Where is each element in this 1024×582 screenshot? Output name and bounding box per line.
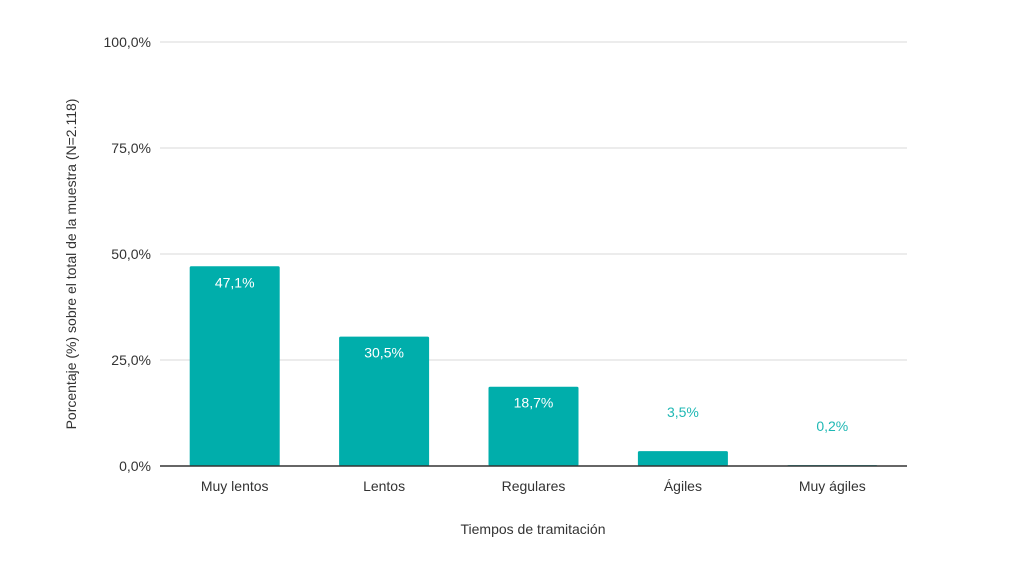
bar <box>637 451 728 466</box>
data-label: 30,5% <box>364 345 404 361</box>
bar <box>189 266 280 466</box>
x-tick-label: Regulares <box>502 478 566 494</box>
y-tick-label: 0,0% <box>119 458 151 474</box>
y-tick-label: 50,0% <box>111 246 151 262</box>
y-axis-title: Porcentaje (%) sobre el total de la mues… <box>63 99 79 430</box>
bar <box>339 336 430 466</box>
x-axis-title: Tiempos de tramitación <box>461 521 606 537</box>
x-tick-label: Lentos <box>363 478 405 494</box>
y-tick-label: 75,0% <box>111 140 151 156</box>
x-tick-label: Muy lentos <box>201 478 269 494</box>
x-tick-label: Muy ágiles <box>799 478 866 494</box>
y-tick-label: 25,0% <box>111 352 151 368</box>
data-labels: 47,1% 30,5% 18,7% 3,5% 0,2% <box>215 274 848 434</box>
bars <box>189 266 878 466</box>
x-tick-label: Ágiles <box>664 478 702 494</box>
y-tick-label: 100,0% <box>104 34 151 50</box>
data-label: 3,5% <box>667 404 699 420</box>
axes: 0,0% 25,0% 50,0% 75,0% 100,0% Muy lentos Lento… <box>104 34 907 494</box>
gridlines <box>160 41 907 361</box>
bar <box>488 386 579 466</box>
data-label: 18,7% <box>514 395 554 411</box>
data-label: 47,1% <box>215 274 255 290</box>
data-label: 0,2% <box>816 418 848 434</box>
